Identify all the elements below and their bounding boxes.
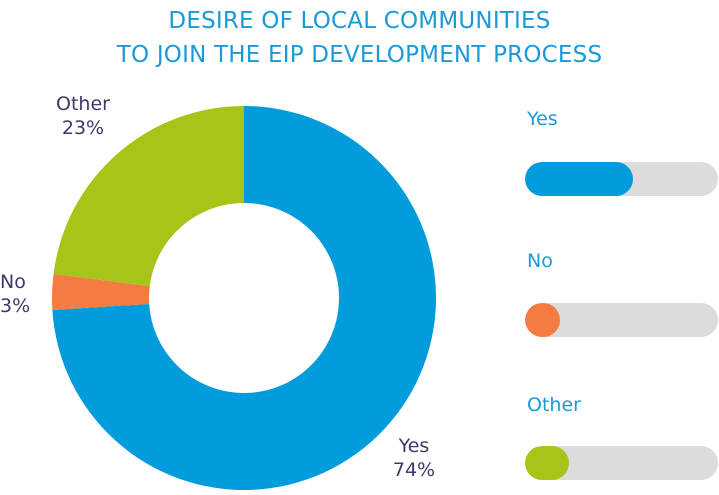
legend-label-other: Other [527,394,581,416]
donut-slice-yes [52,106,437,490]
slice-label-yes-name: Yes [398,435,430,457]
legend-label-no: No [527,250,553,272]
donut-slice-other [53,106,244,287]
legend-bar-yes [525,162,718,196]
legend-bar-no [525,303,718,337]
slice-label-yes-value: 74% [392,459,436,481]
chart-title-line-2: TO JOIN THE EIP DEVELOPMENT PROCESS [116,42,603,68]
slice-label-yes: Yes 74% [384,434,444,482]
slice-label-no-value: 3% [0,295,31,317]
chart-title-line-1: DESIRE OF LOCAL COMMUNITIES [168,8,551,34]
legend-label-yes: Yes [527,108,558,130]
slice-label-other: Other 23% [47,92,119,140]
donut-slice-no [52,273,150,311]
slice-label-other-name: Other [56,93,110,115]
legend-bar-other [525,446,718,480]
legend-bar-no-fill [525,303,560,337]
slice-label-no-name: No [0,271,26,293]
slice-label-no: No 3% [0,270,46,318]
chart-title: DESIRE OF LOCAL COMMUNITIES TO JOIN THE … [0,4,719,72]
slice-label-other-value: 23% [61,117,105,139]
legend-bar-yes-fill [525,162,634,196]
legend-bar-other-fill [525,446,570,480]
